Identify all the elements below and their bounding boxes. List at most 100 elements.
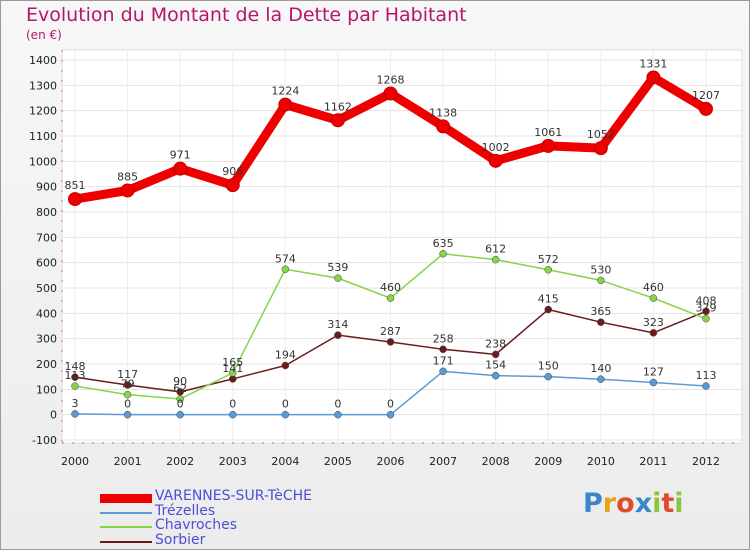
x-tick-label: 2008 <box>482 455 510 468</box>
data-label-varennes-sur-t-che: 1138 <box>429 106 457 119</box>
y-tick-label: 400 <box>36 307 57 320</box>
data-point-chavroches <box>334 274 342 282</box>
data-label-chavroches: 635 <box>433 237 454 250</box>
data-point-varennes-sur-t-che <box>383 86 398 101</box>
data-label-tr-zelles: 0 <box>229 398 236 411</box>
x-tick-label: 2010 <box>587 455 615 468</box>
data-point-tr-zelles <box>334 410 342 419</box>
data-point-sorbier <box>71 373 79 381</box>
data-point-tr-zelles <box>71 410 79 418</box>
legend-swatch <box>100 540 152 543</box>
data-label-tr-zelles: 127 <box>643 365 664 378</box>
data-label-varennes-sur-t-che: 885 <box>117 170 138 183</box>
legend-label: Trézelles <box>155 502 216 519</box>
logo-letter: t <box>661 488 675 519</box>
data-label-chavroches: 62 <box>173 382 187 395</box>
y-tick-label: 1400 <box>29 54 57 67</box>
logo-letter: i <box>652 488 662 519</box>
plot-area <box>61 49 743 444</box>
data-point-tr-zelles <box>439 367 447 376</box>
data-label-varennes-sur-t-che: 1052 <box>587 128 615 141</box>
y-tick-label: -100 <box>32 434 57 447</box>
legend-swatch <box>100 526 152 528</box>
data-point-sorbier <box>386 338 395 346</box>
chart-title: Evolution du Montant de la Dette par Hab… <box>26 4 467 26</box>
legend-label: VARENNES-SUR-TèCHE <box>155 488 312 504</box>
data-label-varennes-sur-t-che: 1061 <box>534 126 562 139</box>
data-label-sorbier: 194 <box>275 349 296 362</box>
x-tick-label: 2009 <box>534 455 562 468</box>
data-label-tr-zelles: 113 <box>696 369 717 382</box>
data-point-chavroches <box>491 255 500 264</box>
data-label-tr-zelles: 3 <box>72 397 79 410</box>
data-label-tr-zelles: 0 <box>334 398 341 411</box>
y-tick-label: 700 <box>36 231 57 244</box>
data-point-chavroches <box>597 276 605 285</box>
data-point-varennes-sur-t-che <box>488 153 503 168</box>
legend-label: Chavroches <box>155 517 238 533</box>
data-label-varennes-sur-t-che: 906 <box>222 165 243 178</box>
data-label-varennes-sur-t-che: 1207 <box>692 89 720 102</box>
data-point-varennes-sur-t-che <box>173 161 188 176</box>
data-point-chavroches <box>386 294 395 302</box>
logo-letter: x <box>634 488 653 519</box>
data-point-tr-zelles <box>491 371 500 380</box>
x-tick-label: 2003 <box>219 455 247 468</box>
data-point-varennes-sur-t-che <box>225 178 240 193</box>
data-label-tr-zelles: 0 <box>177 398 184 411</box>
data-point-chavroches <box>702 314 710 323</box>
data-label-sorbier: 117 <box>117 368 138 381</box>
data-point-sorbier <box>123 381 132 389</box>
data-label-sorbier: 365 <box>590 305 611 318</box>
proxiti-logo: Proxiti <box>583 488 684 519</box>
data-point-sorbier <box>702 307 710 316</box>
data-point-chavroches <box>176 395 184 403</box>
data-label-tr-zelles: 171 <box>433 354 454 367</box>
data-point-sorbier <box>439 345 447 354</box>
y-tick-label: 1300 <box>29 79 57 92</box>
data-point-tr-zelles <box>176 410 184 419</box>
data-label-chavroches: 113 <box>65 369 86 382</box>
data-point-tr-zelles <box>123 410 132 419</box>
data-label-tr-zelles: 150 <box>538 360 559 373</box>
legend-swatch <box>100 511 152 514</box>
legend-label: Sorbier <box>155 531 206 548</box>
x-tick-label: 2011 <box>639 455 667 468</box>
data-label-chavroches: 574 <box>275 252 296 265</box>
data-point-tr-zelles <box>386 410 395 419</box>
y-tick-label: 1100 <box>29 130 57 143</box>
data-label-sorbier: 258 <box>433 332 454 345</box>
y-tick-label: 1000 <box>29 155 57 168</box>
data-label-chavroches: 612 <box>485 243 506 256</box>
data-label-chavroches: 165 <box>222 356 243 369</box>
data-point-chavroches <box>544 266 552 274</box>
data-point-tr-zelles <box>649 378 658 387</box>
data-label-sorbier: 323 <box>643 316 664 329</box>
y-tick-label: 100 <box>36 383 57 396</box>
data-point-sorbier <box>544 305 552 314</box>
data-point-chavroches <box>649 294 658 302</box>
x-tick-label: 2004 <box>271 455 299 468</box>
data-label-tr-zelles: 0 <box>124 398 131 411</box>
data-label-sorbier: 148 <box>65 360 86 373</box>
data-label-tr-zelles: 154 <box>485 359 506 372</box>
data-label-sorbier: 415 <box>538 293 559 306</box>
data-label-tr-zelles: 140 <box>590 362 611 375</box>
data-label-chavroches: 460 <box>643 281 664 294</box>
data-label-sorbier: 287 <box>380 325 401 338</box>
data-label-sorbier: 238 <box>485 337 506 350</box>
y-tick-label: 800 <box>36 206 57 219</box>
y-tick-label: 200 <box>36 358 57 371</box>
data-point-sorbier <box>334 331 342 339</box>
data-point-tr-zelles <box>597 375 605 383</box>
data-point-varennes-sur-t-che <box>330 113 345 128</box>
x-tick-label: 2002 <box>166 455 194 468</box>
legend-swatch <box>100 493 152 503</box>
y-tick-label: 300 <box>36 333 57 346</box>
data-label-chavroches: 539 <box>327 261 348 274</box>
y-tick-label: 500 <box>36 282 57 295</box>
x-tick-label: 2006 <box>377 455 405 468</box>
data-point-tr-zelles <box>544 372 552 381</box>
data-label-varennes-sur-t-che: 1224 <box>271 85 299 98</box>
data-label-sorbier: 90 <box>173 375 187 388</box>
